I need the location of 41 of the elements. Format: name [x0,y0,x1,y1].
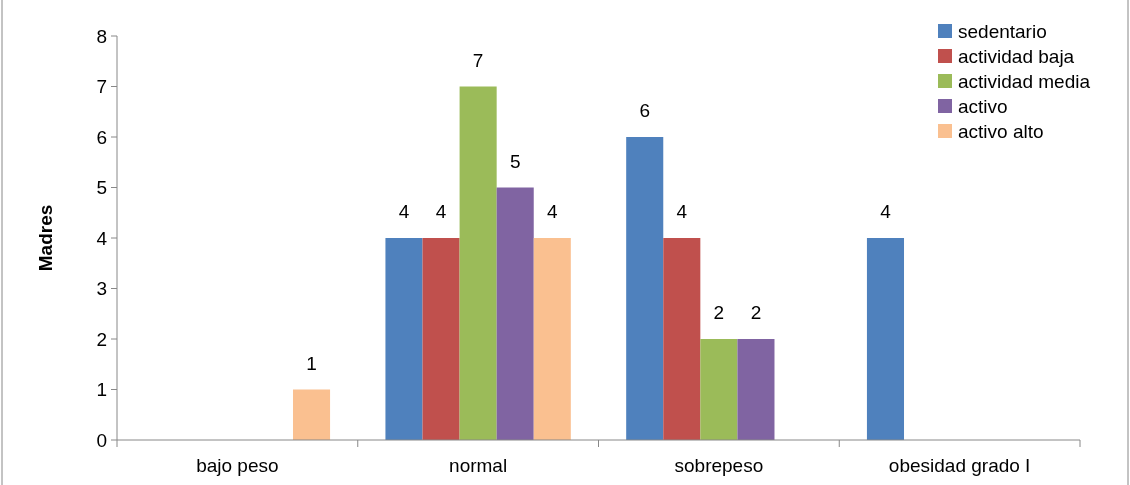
y-tick-label: 8 [96,25,107,47]
data-label: 6 [639,100,651,121]
y-tick-label: 1 [96,379,107,401]
data-label: 1 [306,352,317,374]
y-tick-label: 0 [96,429,107,451]
y-tick-label: 7 [96,76,107,98]
x-tick-label: sobrepeso [674,455,764,476]
legend-label: sedentario [958,20,1047,42]
y-tick-label: 6 [96,126,107,148]
legend-label: activo alto [958,120,1044,142]
bar [533,238,571,440]
legend-label: actividad baja [958,45,1075,67]
bar [496,187,534,440]
data-label: 2 [750,302,762,323]
bar [459,86,497,440]
bar [626,137,664,440]
bar [663,238,701,440]
legend-label: actividad media [958,70,1091,92]
data-label: 4 [676,201,688,222]
bar [737,339,775,440]
bar [866,238,905,440]
data-label: 4 [880,201,892,222]
legend-label: activo [958,95,1008,117]
bar [385,238,423,440]
data-label: 4 [398,201,410,222]
x-tick-label: bajo peso [196,455,279,476]
data-label: 4 [435,201,447,222]
data-label: 2 [713,302,725,323]
data-label: 5 [509,150,521,172]
bar [292,389,331,440]
y-tick-label: 2 [96,328,107,350]
bar [422,238,460,440]
y-axis-title: Madres [35,204,56,272]
y-tick-label: 3 [96,278,107,300]
data-label: 4 [546,201,558,222]
bar [700,339,738,440]
x-tick-label: normal [449,455,508,476]
data-label: 7 [472,49,484,71]
y-tick-label: 4 [96,227,108,249]
y-tick-label: 5 [96,177,107,199]
x-tick-label: obesidad grado I [888,455,1031,476]
